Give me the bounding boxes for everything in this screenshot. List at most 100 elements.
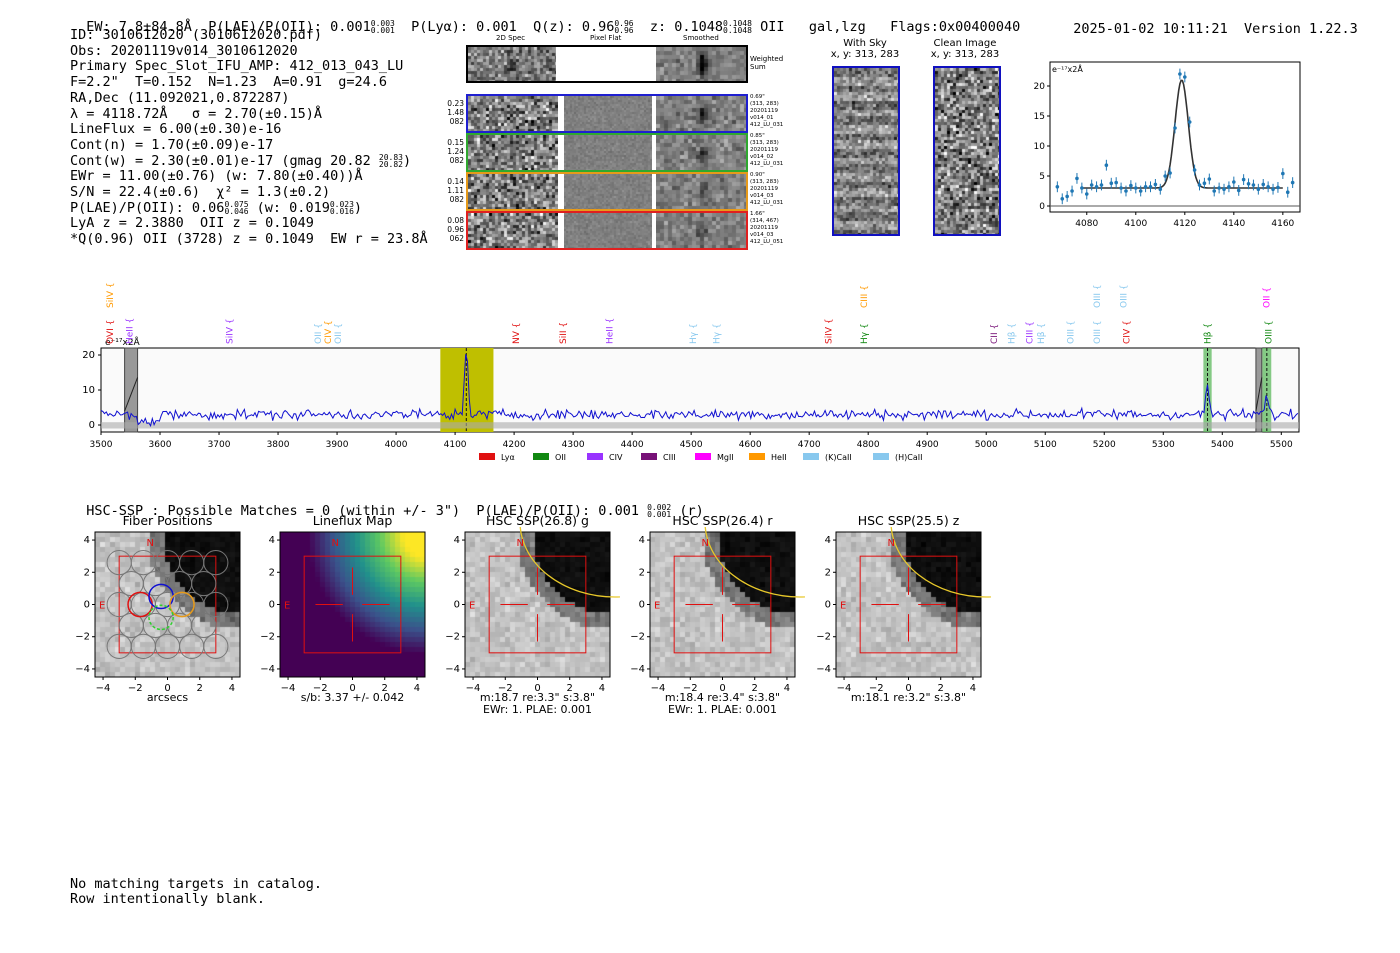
zoom-data-point (1251, 183, 1256, 187)
spectral-line-label: CIV { (324, 320, 334, 344)
east-label: E (284, 601, 290, 612)
spec-xtick-label: 4100 (444, 440, 467, 450)
zoom-xtick-label: 4160 (1271, 219, 1294, 229)
row-left-stats: 0.23 1.48 082 (446, 99, 464, 126)
east-label: E (654, 601, 660, 612)
with-sky-title: With Sky x, y: 313, 283 (830, 38, 900, 60)
panel-title: Fiber Positions (122, 513, 213, 528)
zoom-ytick-label: 15 (1034, 112, 1045, 122)
zoom-data-point (1212, 189, 1217, 193)
row-info: 412_LU_031 (750, 161, 784, 167)
with-sky-label: With Sky (843, 38, 887, 49)
cutout-pixelflat (564, 213, 652, 248)
row-info: 20201119 (750, 147, 778, 153)
spec-xtick-label: 3700 (208, 440, 231, 450)
z-upper: 0.1048 (723, 19, 752, 28)
z-value: z: 0.1048 (649, 19, 724, 35)
row-stat: 1.48 (447, 108, 464, 117)
panel-xtick-label: −2 (313, 683, 328, 694)
panel-ytick-label: 4 (454, 535, 460, 546)
row-info: (313, 283) (750, 179, 779, 185)
panel-xtick-label: 2 (938, 683, 944, 694)
panel-ytick-label: −4 (816, 664, 831, 675)
hsc-suffix: (r) (679, 503, 704, 519)
info-contw: Cont(w) = 2.30(±0.01)e-17 (gmag 20.82 20… (70, 152, 412, 169)
zoom-ytick-label: 0 (1039, 202, 1045, 212)
spec-xtick-label: 3500 (90, 440, 113, 450)
legend-label: HeII (771, 453, 787, 462)
panel-xtick-label: −4 (96, 683, 111, 694)
row-info: v014_03 (750, 193, 774, 199)
fiber-circle (203, 550, 229, 576)
panel-caption-line: m:18.4 re:3.4" s:3.8" (664, 691, 781, 704)
info-plae-text: P(LAE)/P(OII): 0.06 (70, 199, 225, 216)
spectral-line-label: OIII { (1093, 320, 1103, 344)
cutout-smoothed (656, 135, 746, 170)
panel-overlay: N E 4 2 0 −2 −4 −4 −2 0 2 4 (630, 527, 805, 694)
panel-xtick-label: 4 (229, 683, 235, 694)
spectral-line-label: HeII { (606, 318, 616, 344)
panel-xtick-label: 2 (382, 683, 388, 694)
zoom-data-point (1232, 180, 1236, 184)
row-info: 0.85" (750, 133, 765, 139)
z-type: OII (760, 19, 785, 35)
spec-xtick-label: 5300 (1152, 440, 1175, 450)
timestamp-version: 2025-01-02 10:11:21 Version 1.22.3 (1057, 5, 1358, 37)
zoom-data-point (1075, 176, 1079, 181)
info-plae: P(LAE)/P(OII): 0.06 0.075 0.046 (w: 0.019 0… (70, 199, 363, 216)
zoom-data-point (1197, 183, 1202, 187)
spec-flux-line (100, 354, 1299, 428)
panel-ytick-label: 0 (84, 600, 90, 611)
panel-xtick-label: 2 (197, 683, 203, 694)
spec-ytick-label: 10 (82, 385, 95, 396)
col-label-smoothed: Smoothed (683, 34, 719, 42)
zoom-data-point (1285, 190, 1290, 194)
info-lya: LyA z = 2.3880 OII z = 0.1049 (70, 215, 314, 232)
zoom-data-point (1227, 185, 1231, 189)
legend-label: MgII (717, 453, 734, 462)
search-box (303, 555, 402, 654)
panel-caption-line: s/b: 3.37 +/- 0.042 (300, 691, 405, 704)
north-label: N (702, 538, 709, 549)
panel-xtick-label: −4 (466, 683, 481, 694)
cutout-2dspec (468, 96, 558, 131)
spectral-line-label: SiII { (559, 322, 569, 344)
zoom-data-point (1119, 186, 1123, 190)
spectral-line-label: OIII { (1264, 320, 1274, 344)
panel-frame (279, 531, 426, 678)
info-ewr: EWr = 11.00(±0.76) (w: 7.80(±0.40))Å (70, 168, 363, 185)
legend-label: CIV (609, 453, 623, 462)
fiber-circle (179, 591, 205, 618)
weighted-sum-label: Weighted Sum (750, 55, 784, 71)
row-left-stats: 0.14 1.11 082 (446, 177, 464, 204)
zoom-data-point (1236, 188, 1241, 193)
spec-xtick-label: 4900 (916, 440, 939, 450)
datetime: 2025-01-02 10:11:21 (1073, 21, 1228, 37)
fiber-circle (142, 612, 168, 639)
with-sky-image (832, 66, 900, 236)
zoom-data-point (1217, 186, 1221, 190)
row-info: (314, 467) (750, 218, 779, 224)
fiber-circle (154, 633, 181, 659)
cutout-pixelflat (564, 96, 652, 131)
weighted-smoothed (656, 47, 746, 81)
row-right-info: 1.66" (314, 467) 20201119 v014_03 412_LU_051 (750, 211, 783, 246)
zoom-ytick-label: 5 (1039, 172, 1045, 182)
spectral-line-label: SiIV { (226, 318, 236, 344)
legend-swatch (479, 453, 495, 460)
zoom-data-point (1055, 185, 1060, 189)
zoom-data-point (1148, 185, 1153, 189)
panel-xtick-label: 2 (567, 683, 573, 694)
zoom-data-point (1290, 180, 1295, 185)
footer-line-1: No matching targets in catalog. (70, 876, 322, 892)
info-obs: Obs: 20201119v014_3010612020 (70, 42, 298, 59)
plae-value: P(LAE)/P(OII): 0.001 (208, 19, 371, 35)
contw-text: Cont(w) = 2.30(±0.01)e-17 (gmag 20.82 (70, 152, 371, 169)
legend-label: OII (555, 453, 566, 462)
row-stat: 0.15 (447, 138, 464, 147)
spectral-line-label: OIII { (1120, 284, 1130, 308)
north-label: N (147, 538, 154, 549)
spectral-line-label: OIII { (1093, 284, 1103, 308)
catalog-footer: No matching targets in catalog. Row inte… (70, 877, 322, 907)
panel-title: Lineflux Map (312, 513, 393, 528)
